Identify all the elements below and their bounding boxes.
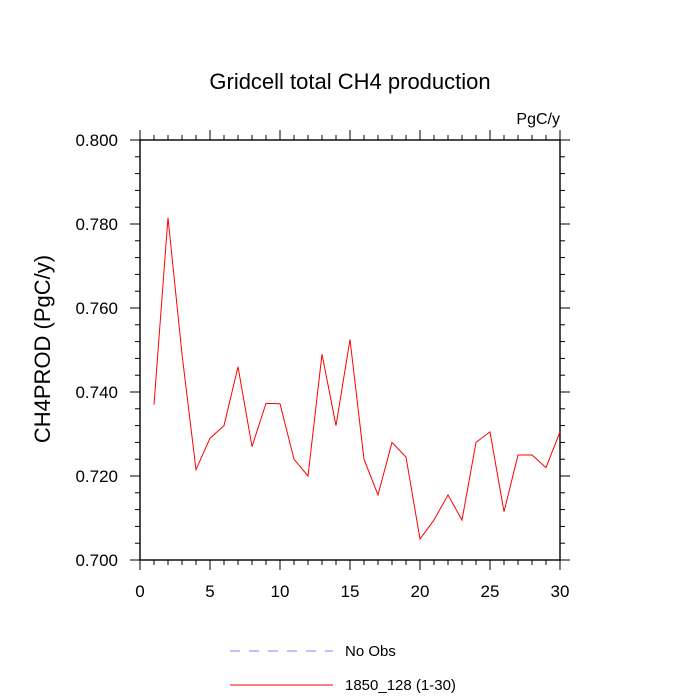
x-tick-label: 20 xyxy=(411,582,430,601)
x-tick-label: 0 xyxy=(135,582,144,601)
x-tick-label: 10 xyxy=(271,582,290,601)
units-label: PgC/y xyxy=(516,111,560,128)
y-axis-label: CH4PROD (PgC/y) xyxy=(30,255,55,443)
series-line-1 xyxy=(153,217,561,541)
x-tick-labels: 0 5 10 15 20 25 30 xyxy=(135,582,569,601)
y-tick-labels: 0.700 0.720 0.740 0.760 0.780 0.800 xyxy=(75,131,118,570)
legend-label-1850-128: 1850_128 (1-30) xyxy=(345,677,456,694)
x-tick-label: 30 xyxy=(551,582,570,601)
x-tick-label: 25 xyxy=(481,582,500,601)
chart-title: Gridcell total CH4 production xyxy=(209,69,490,94)
y-tick-label: 0.760 xyxy=(75,299,118,318)
x-tick-label: 15 xyxy=(341,582,360,601)
legend-label-no-obs: No Obs xyxy=(345,643,396,660)
y-tick-label: 0.720 xyxy=(75,467,118,486)
y-tick-label: 0.800 xyxy=(75,131,118,150)
y-tick-label: 0.700 xyxy=(75,551,118,570)
series-layer xyxy=(153,217,561,541)
legend: No Obs 1850_128 (1-30) xyxy=(230,643,456,694)
y-tick-label: 0.740 xyxy=(75,383,118,402)
y-tick-label: 0.780 xyxy=(75,215,118,234)
axis-ticks xyxy=(130,130,570,570)
plot-frame xyxy=(139,139,561,561)
x-tick-label: 5 xyxy=(205,582,214,601)
